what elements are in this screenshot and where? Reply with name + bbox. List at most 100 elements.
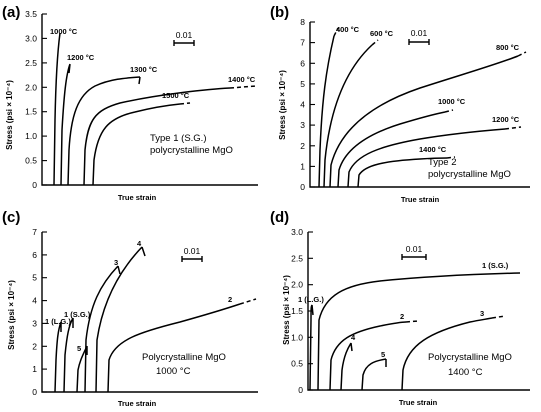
axes-d (307, 232, 530, 391)
series-label-c: 3 (114, 258, 118, 267)
y-tick-label-d: 1.5 (291, 306, 303, 316)
x-axis-label-a: True strain (118, 193, 157, 202)
x-axis-label-c: True strain (118, 399, 157, 408)
y-tick-label-d: 0 (298, 385, 303, 395)
scale-bar-label-b: 0.01 (411, 28, 428, 38)
curve-b-600C (323, 44, 373, 188)
y-tick-label-a: 1.0 (25, 131, 37, 141)
y-tick-label-c: 6 (32, 250, 37, 260)
series-label-c: 4 (137, 239, 142, 248)
curve-a-1300C (67, 76, 141, 186)
curve-d-4 (340, 342, 353, 391)
curve-b-400C-ext (333, 27, 339, 37)
curve-a-1400C-ext (229, 85, 257, 89)
chart-a: (a) Stress (psi × 10⁻⁴) 0 0.5 1.0 1.5 2.… (2, 4, 258, 202)
curve-c-2 (107, 303, 241, 393)
y-tick-label-b: 7 (300, 38, 305, 48)
y-tick-label-a: 0.5 (25, 156, 37, 166)
annotation-c: 1000 °C (156, 366, 191, 377)
chart-c: (c) Stress (psi × 10⁻⁴) 0 1 2 3 4 5 6 7 … (2, 209, 258, 408)
axes-a (41, 14, 258, 186)
y-tick-label-c: 5 (32, 273, 37, 283)
series-label-b: 1000 °C (438, 97, 466, 106)
series-label-c: 1 (S.G.) (64, 310, 91, 319)
annotation-a: polycrystalline MgO (150, 145, 233, 156)
series-label-b: 1200 °C (492, 115, 520, 124)
series-label-d: 5 (381, 350, 385, 359)
curve-b-800C (329, 55, 519, 188)
series-label-a: 1300 °C (130, 65, 158, 74)
y-axis-label-c: Stress (psi × 10⁻⁴) (7, 280, 16, 350)
y-tick-label-a: 2.5 (25, 58, 37, 68)
curve-b-400C (318, 35, 335, 188)
series-label-a: 1000 °C (50, 27, 78, 36)
y-tick-label-d: 3.0 (291, 227, 303, 237)
y-tick-label-b: 4 (300, 100, 305, 110)
series-label-b: 1400 °C (419, 145, 447, 154)
y-ticks-a (42, 13, 47, 186)
series-label-d: 1 (L.G.) (298, 295, 324, 304)
scale-bar-c (181, 256, 203, 262)
curve-c-4 (95, 246, 146, 393)
scale-bar-a (173, 40, 195, 46)
scale-bar-d (401, 254, 427, 260)
y-tick-label-c: 0 (32, 387, 37, 397)
curve-b-1000C (337, 111, 446, 188)
y-tick-label-c: 4 (32, 296, 37, 306)
scale-bar-label-d: 0.01 (406, 244, 423, 254)
curve-c-2-ext (239, 298, 257, 305)
curve-a-1500C-ext (179, 102, 191, 105)
scale-bar-b (408, 39, 430, 45)
curve-a-1200C (60, 63, 71, 186)
curve-a-1000C (53, 32, 61, 186)
panel-label-a: (a) (2, 4, 20, 21)
curve-b-1200C-ext (504, 126, 522, 130)
y-tick-label-a: 0 (32, 180, 37, 190)
series-label-b: 800 °C (496, 43, 520, 52)
curve-d-1SG (317, 272, 521, 391)
series-label-b: 600 °C (370, 29, 394, 38)
y-ticks-b (310, 21, 315, 188)
y-axis-label-d: Stress (psi × 10⁻⁴) (282, 275, 291, 345)
scale-bar-label-c: 0.01 (184, 246, 201, 256)
curve-c-1SG (63, 317, 74, 393)
y-tick-label-c: 7 (32, 227, 37, 237)
curve-a-1400C (83, 87, 231, 186)
y-tick-label-b: 0 (300, 182, 305, 192)
curve-c-3 (84, 265, 121, 393)
series-label-d: 1 (S.G.) (482, 261, 509, 270)
y-tick-label-a: 1.5 (25, 107, 37, 117)
chart-b: (b) Stress (psi × 10⁻⁴) 0 1 2 3 4 5 6 7 … (270, 4, 530, 204)
annotation-a: Type 1 (S.G.) (150, 133, 207, 144)
curve-d-3 (401, 317, 493, 391)
y-tick-label-b: 3 (300, 120, 305, 130)
series-label-c: 2 (228, 295, 232, 304)
y-axis-label-a: Stress (psi × 10⁻⁴) (5, 80, 14, 150)
y-tick-label-c: 3 (32, 318, 37, 328)
panel-label-c: (c) (2, 209, 20, 226)
y-tick-label-a: 3.0 (25, 33, 37, 43)
y-tick-label-c: 1 (32, 364, 37, 374)
annotation-d: 1400 °C (448, 367, 483, 378)
series-label-a: 1200 °C (67, 53, 95, 62)
series-label-c: 5 (77, 344, 81, 353)
scale-bar-label-a: 0.01 (176, 30, 193, 40)
y-tick-label-d: 2.0 (291, 280, 303, 290)
series-label-c: 1 (L.G.) (45, 317, 71, 326)
curve-c-1LG (54, 321, 62, 393)
y-tick-label-b: 5 (300, 79, 305, 89)
curve-b-1400C-ext (446, 156, 456, 159)
curve-d-3-ext (491, 315, 506, 319)
y-axis-label-b: Stress (psi × 10⁻⁴) (278, 70, 287, 140)
chart-d: (d) Stress (psi × 10⁻⁴) 0 0.5 1.0 1.5 2.… (270, 209, 530, 407)
annotation-d: Polycrystalline MgO (428, 352, 512, 363)
panel-label-b: (b) (270, 4, 289, 21)
curve-d-2 (329, 321, 407, 391)
x-axis-label-b: True strain (401, 195, 440, 204)
panel-label-d: (d) (270, 209, 289, 226)
y-tick-label-b: 6 (300, 58, 305, 68)
series-label-a: 1400 °C (228, 75, 256, 84)
y-tick-label-d: 2.5 (291, 253, 303, 263)
y-tick-label-c: 2 (32, 341, 37, 351)
